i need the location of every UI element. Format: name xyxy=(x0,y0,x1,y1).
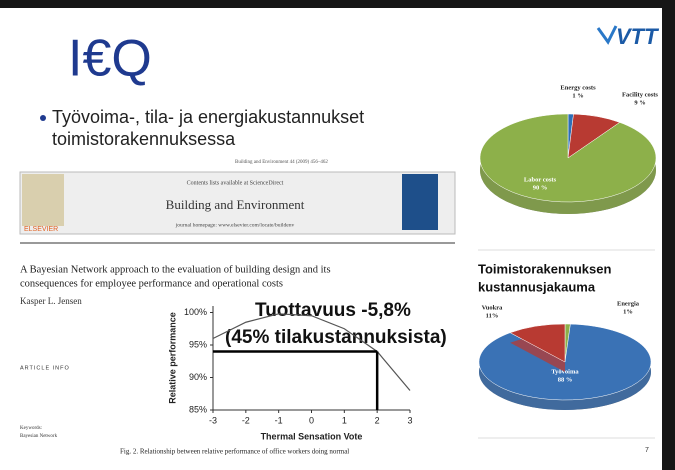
slice-label: Facility costs xyxy=(622,91,658,98)
x-tick-label: 1 xyxy=(342,415,347,425)
author: Kasper L. Jensen xyxy=(20,296,82,306)
x-tick-label: -1 xyxy=(275,415,283,425)
caption: Fig. 2. Relationship between relative pe… xyxy=(120,448,349,456)
y-tick-label: 100% xyxy=(184,307,207,317)
bullet-text: toimistorakennuksessa xyxy=(52,129,236,149)
slice-value: 1 % xyxy=(572,92,583,99)
annotation: Tuottavuus -5,8% xyxy=(255,300,411,321)
annotation: (45% tilakustannuksista) xyxy=(225,327,447,348)
x-tick-label: -3 xyxy=(209,415,217,425)
x-tick-label: 2 xyxy=(375,415,380,425)
journal-cover xyxy=(402,174,438,230)
slice-label: Labor costs xyxy=(524,176,557,183)
publisher-logo xyxy=(22,174,64,226)
slice-value: 11% xyxy=(486,312,499,319)
slice-value: 88 % xyxy=(558,376,573,383)
bullet-text: Työvoima-, tila- ja energiakustannukset xyxy=(52,107,364,127)
slide-title: I€Q xyxy=(68,30,152,88)
page-number: 7 xyxy=(645,447,649,454)
slice-value: 90 % xyxy=(533,184,548,191)
publisher: ELSEVIER xyxy=(24,226,58,233)
pie-slice xyxy=(480,114,656,202)
slice-label: Työvoima xyxy=(551,368,579,375)
keywords-heading: Keywords: xyxy=(20,426,42,431)
info-heading: ARTICLE INFO xyxy=(20,365,70,371)
x-tick-label: 0 xyxy=(309,415,314,425)
x-tick-label: -2 xyxy=(242,415,250,425)
slice-value: 9 % xyxy=(634,99,645,106)
keyword: Bayesian Network xyxy=(20,434,58,439)
slice-label: Energy costs xyxy=(560,84,596,91)
contents: Contents lists available at ScienceDirec… xyxy=(187,180,284,186)
slice-label: Energia xyxy=(617,300,640,307)
homepage: journal homepage: www.elsevier.com/locat… xyxy=(175,222,295,228)
slice-label: Vuokra xyxy=(482,304,503,311)
pie-title: Toimistorakennuksen xyxy=(478,261,611,276)
logo: VTT xyxy=(616,24,659,49)
y-tick-label: 85% xyxy=(189,404,207,414)
journal-name: Building and Environment xyxy=(166,197,305,212)
bullet-dot xyxy=(40,115,46,121)
y-tick-label: 95% xyxy=(189,339,207,349)
page: I€Q VTT Työvoima-, tila- ja energiakusta… xyxy=(0,0,675,470)
citation: Building and Environment 44 (2009) 456–4… xyxy=(235,160,328,165)
x-axis-label: Thermal Sensation Vote xyxy=(261,431,363,441)
pie-title: kustannusjakauma xyxy=(478,279,596,294)
article-title: A Bayesian Network approach to the evalu… xyxy=(20,264,331,275)
x-tick-label: 3 xyxy=(407,415,412,425)
y-axis-label: Relative performance xyxy=(167,312,177,404)
slide: I€Q VTT Työvoima-, tila- ja energiakusta… xyxy=(0,0,675,470)
article-title: consequences for employee performance an… xyxy=(20,278,283,289)
y-tick-label: 90% xyxy=(189,372,207,382)
slice-value: 1% xyxy=(623,308,633,315)
